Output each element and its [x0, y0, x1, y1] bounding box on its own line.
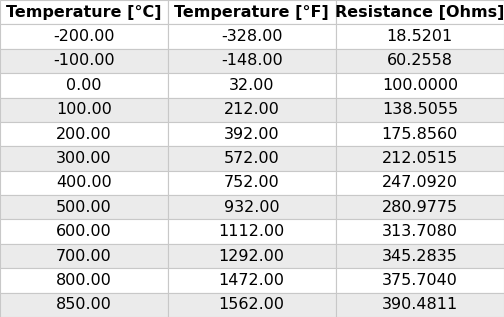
Bar [0, 49, 168, 73]
Bar [336, 98, 504, 122]
Bar [168, 293, 336, 317]
Text: Temperature [°F]: Temperature [°F] [174, 5, 329, 20]
Text: -328.00: -328.00 [221, 29, 283, 44]
Text: 800.00: 800.00 [56, 273, 112, 288]
Bar [168, 244, 336, 268]
Bar [168, 146, 336, 171]
Bar [336, 49, 504, 73]
Text: 300.00: 300.00 [56, 151, 112, 166]
Text: 32.00: 32.00 [229, 78, 275, 93]
Bar [0, 0, 168, 24]
Text: 212.00: 212.00 [224, 102, 280, 117]
Text: 1562.00: 1562.00 [219, 297, 285, 312]
Text: 212.0515: 212.0515 [382, 151, 458, 166]
Text: 0.00: 0.00 [66, 78, 102, 93]
Bar [168, 122, 336, 146]
Bar [336, 219, 504, 244]
Text: Resistance [Ohms]: Resistance [Ohms] [335, 5, 504, 20]
Bar [0, 268, 168, 293]
Bar [0, 171, 168, 195]
Text: 313.7080: 313.7080 [382, 224, 458, 239]
Text: 932.00: 932.00 [224, 200, 280, 215]
Text: Temperature [°C]: Temperature [°C] [6, 5, 162, 20]
Bar [168, 219, 336, 244]
Bar [0, 122, 168, 146]
Text: 500.00: 500.00 [56, 200, 112, 215]
Text: -100.00: -100.00 [53, 54, 115, 68]
Bar [0, 293, 168, 317]
Text: 100.0000: 100.0000 [382, 78, 458, 93]
Text: 600.00: 600.00 [56, 224, 112, 239]
Bar [336, 195, 504, 219]
Bar [336, 122, 504, 146]
Text: 18.5201: 18.5201 [387, 29, 453, 44]
Text: 345.2835: 345.2835 [382, 249, 458, 263]
Text: 200.00: 200.00 [56, 126, 112, 142]
Bar [168, 171, 336, 195]
Bar [336, 268, 504, 293]
Bar [0, 219, 168, 244]
Text: 100.00: 100.00 [56, 102, 112, 117]
Text: 1112.00: 1112.00 [219, 224, 285, 239]
Bar [168, 0, 336, 24]
Text: 390.4811: 390.4811 [382, 297, 458, 312]
Bar [336, 244, 504, 268]
Bar [168, 73, 336, 98]
Text: 375.7040: 375.7040 [382, 273, 458, 288]
Text: 60.2558: 60.2558 [387, 54, 453, 68]
Bar [0, 24, 168, 49]
Text: -148.00: -148.00 [221, 54, 283, 68]
Text: 572.00: 572.00 [224, 151, 280, 166]
Text: 280.9775: 280.9775 [382, 200, 458, 215]
Bar [0, 98, 168, 122]
Text: 247.0920: 247.0920 [382, 175, 458, 191]
Bar [168, 98, 336, 122]
Bar [168, 195, 336, 219]
Bar [168, 49, 336, 73]
Bar [0, 244, 168, 268]
Text: 700.00: 700.00 [56, 249, 112, 263]
Text: 752.00: 752.00 [224, 175, 280, 191]
Bar [0, 195, 168, 219]
Bar [336, 0, 504, 24]
Bar [0, 146, 168, 171]
Bar [0, 73, 168, 98]
Text: 1472.00: 1472.00 [219, 273, 285, 288]
Bar [336, 146, 504, 171]
Bar [336, 24, 504, 49]
Bar [336, 293, 504, 317]
Text: 1292.00: 1292.00 [219, 249, 285, 263]
Bar [168, 268, 336, 293]
Bar [336, 73, 504, 98]
Bar [168, 24, 336, 49]
Text: 175.8560: 175.8560 [382, 126, 458, 142]
Text: -200.00: -200.00 [53, 29, 115, 44]
Text: 392.00: 392.00 [224, 126, 280, 142]
Text: 850.00: 850.00 [56, 297, 112, 312]
Text: 400.00: 400.00 [56, 175, 112, 191]
Text: 138.5055: 138.5055 [382, 102, 458, 117]
Bar [336, 171, 504, 195]
